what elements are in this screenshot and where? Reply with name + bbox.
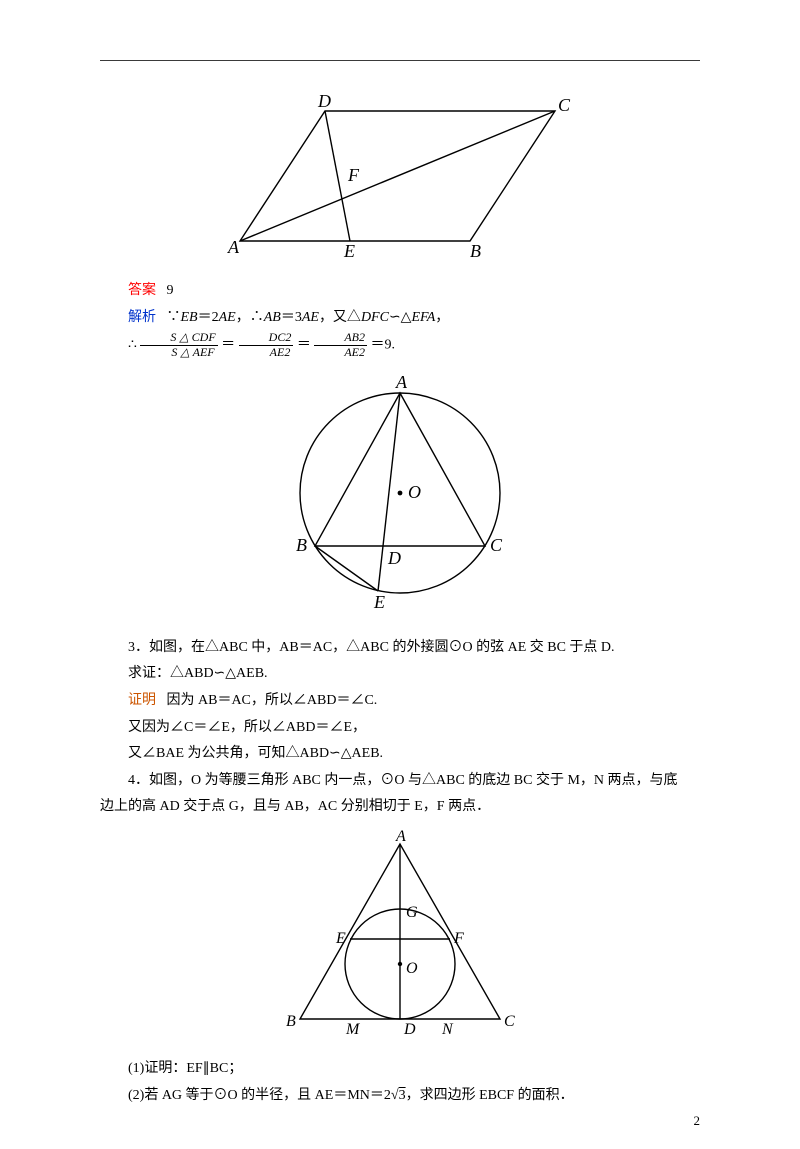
fig3-label-C: C [504,1013,515,1030]
figure-3: A B C D E F G M N O [100,829,700,1044]
q3-p1: 因为 AB＝AC，所以∠ABD＝∠C. [167,693,378,708]
fig3-label-F: F [453,930,464,947]
q4-sub1: (1)证明：EF∥BC； [128,1061,242,1076]
page-number: 2 [694,1113,701,1129]
explain-label: 解析 [128,310,156,325]
answer-label: 答案 [128,283,156,298]
fig3-label-B: B [286,1013,296,1030]
top-rule [100,60,700,61]
fig2-label-C: C [490,535,503,555]
fig3-label-E: E [335,930,346,947]
fig3-label-N: N [441,1021,454,1038]
fig3-label-D: D [403,1021,416,1038]
fig3-label-G: G [406,904,418,921]
fig1-label-A: A [227,237,240,257]
fig2-label-O: O [408,482,421,502]
fig2-label-D: D [387,548,401,568]
q3-p3: 又∠BAE 为公共角，可知△ABD∽△AEB. [100,741,700,768]
fig1-label-E: E [343,241,355,261]
fig1-label-F: F [347,165,360,185]
fig2-label-A: A [395,372,408,392]
proof-label: 证明 [128,693,156,708]
fig2-label-B: B [296,535,307,555]
q3-p2: 又因为∠C＝∠E，所以∠ABD＝∠E， [100,715,700,742]
q4-subs: (1)证明：EF∥BC； (2)若 AG 等于⊙O 的半径，且 AE＝MN＝2√… [100,1056,700,1109]
q4-l1: 4．如图，O 为等腰三角形 ABC 内一点，⊙O 与△ABC 的底边 BC 交于… [100,768,700,795]
q4-sub2b: 3 [399,1088,406,1103]
fig1-label-C: C [558,95,571,115]
fig1-label-D: D [317,91,331,111]
q3-text: 3．如图，在△ABC 中，AB＝AC，△ABC 的外接圆⊙O 的弦 AE 交 B… [128,640,615,655]
fig1-label-B: B [470,241,481,261]
fig2-label-E: E [373,592,385,612]
fig3-label-O: O [406,960,418,977]
q4-sub2a: (2)若 AG 等于⊙O 的半径，且 AE＝MN＝2 [128,1088,391,1103]
q3-block: 3．如图，在△ABC 中，AB＝AC，△ABC 的外接圆⊙O 的弦 AE 交 B… [100,635,700,821]
q3-prove: 求证：△ABD∽△AEB. [100,661,700,688]
fig3-label-A: A [395,829,406,845]
answer-value: 9 [167,283,174,298]
figure-1: A B C D E F [100,91,700,266]
q4-l2: 边上的高 AD 交于点 G，且与 AB，AC 分别相切于 E，F 两点． [100,794,700,821]
q4-sub2c: ，求四边形 EBCF 的面积． [406,1088,574,1103]
fig3-label-M: M [345,1021,361,1038]
figure-2: A B C D E O [100,368,700,623]
answer-block: 答案 9 解析 ∵EB＝2AE，∴AB＝3AE，又△DFC∽△EFA， ∴ S … [100,278,700,360]
